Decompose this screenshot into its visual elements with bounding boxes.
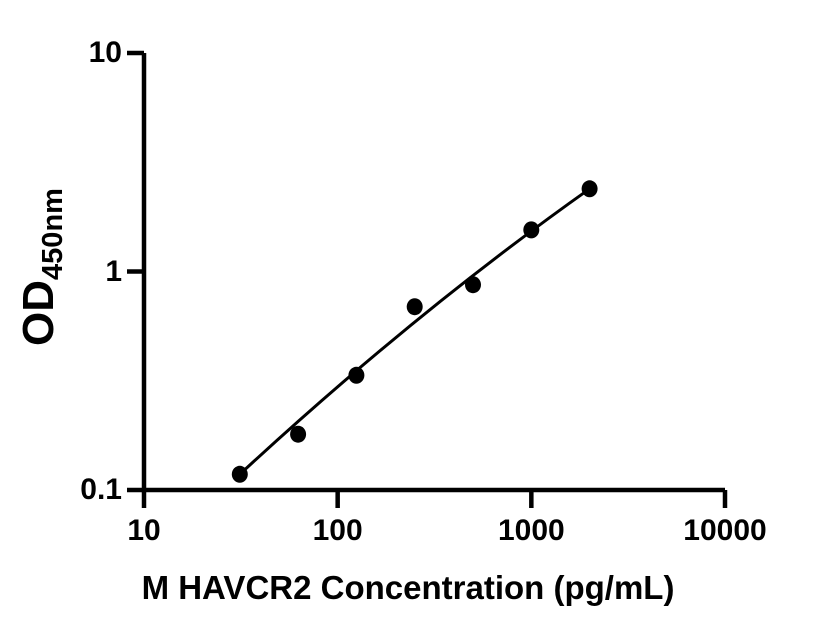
x-axis-title: M HAVCR2 Concentration (pg/mL) [141, 569, 675, 606]
y-axis-title-subscript: 450nm [37, 188, 69, 280]
y-tick-label-0.1: 0.1 [80, 473, 122, 506]
x-tick-label-10: 10 [127, 514, 161, 547]
data-point-2000 [581, 180, 598, 198]
data-point-1000 [523, 221, 540, 239]
fit-line [238, 187, 592, 476]
y-axis-title: OD450nm [14, 188, 77, 346]
axes-spine [141, 53, 725, 493]
x-tick-label-100: 100 [312, 514, 363, 547]
data-point-125 [348, 366, 365, 384]
y-tick-label-10: 10 [88, 36, 122, 69]
data-point-500 [465, 276, 481, 294]
data-point-62.5 [290, 425, 307, 443]
y-tick-label-1: 1 [105, 254, 122, 288]
data-point-250 [406, 298, 423, 316]
x-tick-label-10000: 10000 [683, 514, 767, 547]
y-axis-title-main: OD [14, 279, 63, 346]
x-tick-label-1000: 1000 [497, 514, 565, 547]
data-point-31.25 [231, 465, 248, 483]
